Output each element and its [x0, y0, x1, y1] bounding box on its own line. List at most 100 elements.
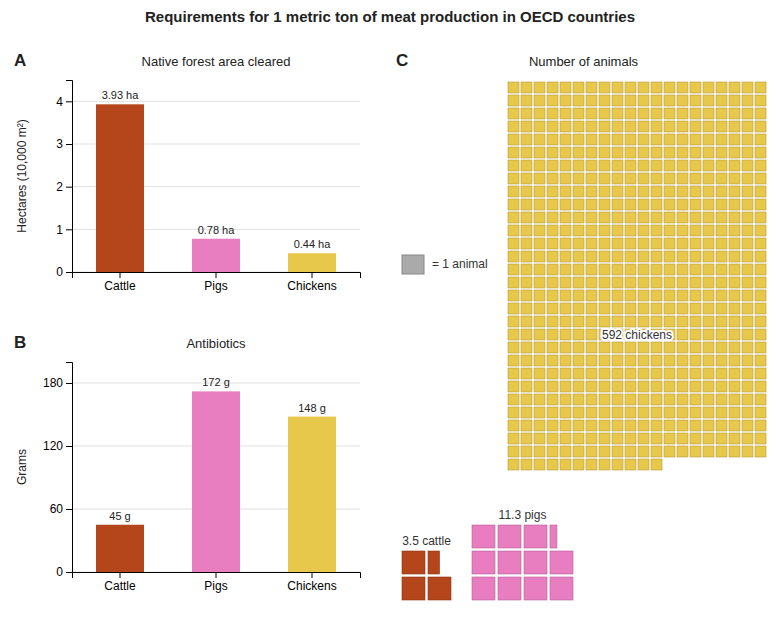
waffle-cell [651, 342, 662, 353]
waffle-cell [599, 316, 610, 327]
grid [72, 101, 360, 272]
waffle-cell [755, 420, 766, 431]
waffle-cell [612, 173, 623, 184]
waffle-cell [664, 342, 675, 353]
waffle-cell [742, 108, 753, 119]
waffle-cell [586, 277, 597, 288]
waffle-cell [599, 251, 610, 262]
waffle-cell [508, 186, 519, 197]
waffle-cell [742, 264, 753, 275]
waffle-cell [664, 368, 675, 379]
waffle-cell [755, 355, 766, 366]
waffle-cell [690, 381, 701, 392]
waffle-cell [472, 577, 495, 600]
waffle-cell [560, 186, 571, 197]
waffle-cell [755, 134, 766, 145]
waffle-cell [508, 277, 519, 288]
waffle-cell [612, 238, 623, 249]
waffle-cell [677, 394, 688, 405]
waffle-cell [547, 108, 558, 119]
waffle-cell [508, 433, 519, 444]
waffle-cell [690, 290, 701, 301]
waffle-cell [547, 316, 558, 327]
waffle-cell [703, 277, 714, 288]
waffle-cell [560, 160, 571, 171]
waffle-cell [599, 394, 610, 405]
waffle-cell [755, 433, 766, 444]
waffle-cell [599, 95, 610, 106]
waffle-cell [560, 355, 571, 366]
waffle-cell [703, 264, 714, 275]
waffle-cell [547, 342, 558, 353]
waffle-cell [612, 433, 623, 444]
waffle-cell [560, 108, 571, 119]
waffle-cell [586, 95, 597, 106]
waffle-cell [716, 199, 727, 210]
waffle-cell [755, 277, 766, 288]
waffle-cell [690, 108, 701, 119]
bar [192, 391, 240, 572]
waffle-panel: CNumber of animals3.5 cattle11.3 pigs592… [396, 51, 766, 600]
waffle-cell [521, 238, 532, 249]
x-tick-mark [120, 272, 121, 278]
waffle-cell [729, 199, 740, 210]
waffle-cell [742, 420, 753, 431]
x-tick-mark [312, 272, 313, 278]
waffle-cell [716, 134, 727, 145]
waffle-cell [612, 381, 623, 392]
waffle-cell [690, 303, 701, 314]
waffle-cell [638, 251, 649, 262]
waffle-cell [534, 355, 545, 366]
waffle-cell [547, 277, 558, 288]
waffle-cell [586, 238, 597, 249]
waffle-cell [547, 407, 558, 418]
waffle-cell [703, 290, 714, 301]
waffle-cell [508, 459, 519, 470]
waffle-cell [508, 355, 519, 366]
x-tick: Chickens [287, 272, 336, 293]
waffle-cell [534, 212, 545, 223]
waffle-cell [521, 368, 532, 379]
waffle-cell [729, 407, 740, 418]
y-tick-label: 0 [56, 265, 63, 279]
waffle-cell [638, 108, 649, 119]
waffle-cell [521, 329, 532, 340]
y-tick-mark [66, 446, 72, 447]
waffle-cell [524, 525, 547, 548]
waffle-cell [586, 251, 597, 262]
waffle-cell [677, 277, 688, 288]
waffle-cell [651, 212, 662, 223]
waffle-cell [716, 225, 727, 236]
waffle-cell [534, 121, 545, 132]
waffle-cell [651, 459, 662, 470]
waffle-cell [664, 407, 675, 418]
x-tick: Pigs [204, 572, 227, 593]
waffle-cell [560, 381, 571, 392]
waffle-cell [625, 420, 636, 431]
waffle-cell [612, 303, 623, 314]
waffle-cell [755, 251, 766, 262]
waffle-cell [560, 173, 571, 184]
waffle-cell [638, 160, 649, 171]
waffle-cell [586, 186, 597, 197]
waffle-cell [573, 433, 584, 444]
waffle-cell [651, 381, 662, 392]
waffle-cell [573, 277, 584, 288]
waffle-cell [521, 277, 532, 288]
waffle-cell [625, 433, 636, 444]
y-axis-line [66, 363, 73, 573]
waffle-cell [677, 407, 688, 418]
bar [192, 239, 240, 272]
waffle-cell [716, 316, 727, 327]
waffle-cell [716, 147, 727, 158]
waffle-cell [664, 121, 675, 132]
waffle-cell [651, 121, 662, 132]
waffle-cell [573, 446, 584, 457]
waffle-cell [521, 446, 532, 457]
x-tick-label: Cattle [104, 279, 136, 293]
waffle-cell [690, 82, 701, 93]
waffle-cell [521, 342, 532, 353]
waffle-cell [521, 108, 532, 119]
waffle-cell [664, 316, 675, 327]
y-tick-label: 4 [56, 95, 63, 109]
